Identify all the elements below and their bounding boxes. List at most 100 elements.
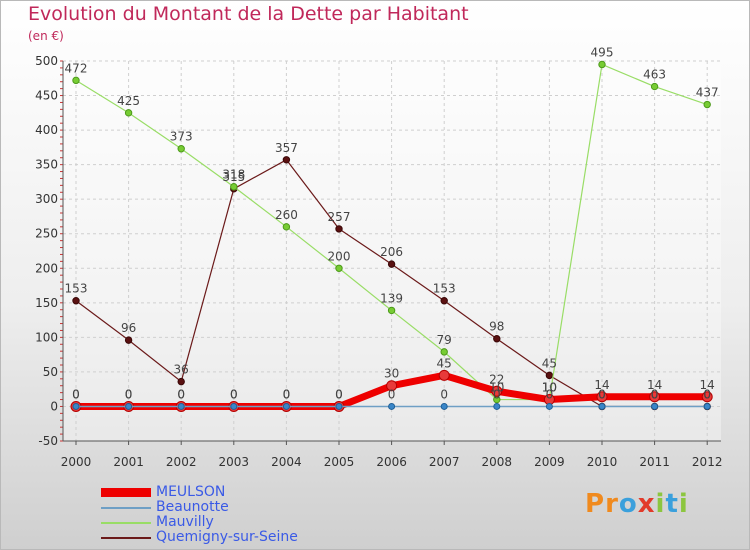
data-point-1 — [125, 402, 133, 410]
legend-label-meulson: MEULSON — [156, 484, 226, 500]
data-point-0 — [491, 385, 503, 397]
x-tick-label: 2000 — [61, 455, 92, 469]
logo-letter: x — [637, 489, 656, 519]
data-label-1: 0 — [493, 387, 501, 401]
data-label-1: 0 — [177, 387, 185, 401]
data-label-2: 318 — [222, 168, 245, 182]
x-tick-label: 2007 — [429, 455, 460, 469]
data-label-2: 425 — [117, 94, 140, 108]
data-label-0: 30 — [384, 367, 399, 381]
x-tick-label: 2006 — [376, 455, 407, 469]
data-label-3: 98 — [489, 320, 504, 334]
x-tick-label: 2011 — [639, 455, 670, 469]
data-label-3: 315 — [222, 170, 245, 184]
logo-letter: i — [655, 489, 666, 519]
logo-letter: P — [585, 489, 606, 519]
data-point-1 — [493, 402, 501, 410]
data-label-1: 0 — [651, 387, 659, 401]
chart-subtitle: (en €) — [28, 29, 64, 43]
data-label-0: 0 — [125, 387, 133, 401]
logo-letter: i — [678, 489, 689, 519]
data-point-1 — [72, 402, 80, 410]
y-tick-label: 400 — [35, 123, 58, 137]
data-label-0: 14 — [647, 378, 662, 392]
data-label-2: 437 — [696, 86, 719, 100]
data-label-0: 14 — [594, 378, 609, 392]
logo-letter: o — [618, 489, 638, 519]
data-point-0 — [386, 380, 398, 392]
data-point-0 — [596, 391, 608, 403]
y-tick-label: -50 — [38, 434, 58, 448]
data-label-2: 10 — [542, 381, 557, 395]
data-label-0: 22 — [489, 372, 504, 386]
x-tick-label: 2012 — [692, 455, 723, 469]
data-point-3 — [124, 336, 133, 344]
logo-letter: t — [665, 489, 679, 519]
y-tick-label: 250 — [35, 227, 58, 241]
data-label-1: 0 — [335, 387, 343, 401]
data-label-2: 472 — [65, 61, 88, 75]
data-point-2 — [650, 82, 659, 91]
y-tick-label: 150 — [35, 296, 58, 310]
data-point-3 — [177, 377, 185, 386]
data-label-1: 0 — [388, 387, 396, 401]
data-label-3: 45 — [542, 356, 557, 370]
data-label-0: 0 — [177, 387, 185, 401]
x-tick-label: 2003 — [219, 455, 250, 469]
data-point-3 — [493, 335, 501, 343]
data-label-1: 0 — [125, 387, 133, 401]
data-point-0 — [701, 391, 713, 403]
data-point-0 — [649, 391, 661, 403]
data-label-3: 0 — [703, 387, 711, 401]
data-point-1 — [440, 402, 448, 410]
data-label-0: 45 — [437, 356, 452, 370]
data-point-3 — [387, 260, 396, 268]
data-label-3: 357 — [275, 141, 298, 155]
data-label-2: 495 — [591, 45, 614, 59]
data-point-3 — [72, 297, 80, 305]
data-point-2 — [177, 145, 185, 153]
data-label-2: 79 — [437, 333, 452, 347]
data-point-1 — [230, 402, 238, 410]
data-point-1 — [545, 402, 553, 410]
data-point-1 — [282, 402, 290, 410]
data-point-2 — [387, 306, 396, 315]
data-label-0: 0 — [230, 387, 238, 401]
data-label-3: 257 — [328, 210, 351, 224]
data-label-2: 10 — [489, 381, 504, 395]
data-point-2 — [230, 183, 238, 191]
data-point-2 — [124, 109, 133, 117]
proxiti-logo: Proxiti — [585, 489, 689, 519]
data-label-3: 96 — [121, 321, 136, 335]
data-label-3: 36 — [174, 363, 189, 377]
data-label-1: 0 — [703, 387, 711, 401]
x-tick-label: 2002 — [166, 455, 197, 469]
data-label-1: 0 — [230, 387, 238, 401]
data-point-1 — [598, 402, 606, 410]
chart-title: Evolution du Montant de la Dette par Hab… — [28, 3, 469, 25]
x-tick-label: 2001 — [113, 455, 144, 469]
y-tick-label: 0 — [50, 399, 58, 413]
data-label-1: 0 — [440, 387, 448, 401]
x-tick-label: 2008 — [482, 455, 513, 469]
data-point-2 — [72, 76, 80, 85]
legend-swatch-beaunotte — [101, 507, 151, 509]
y-tick-label: 350 — [35, 158, 58, 172]
data-point-1 — [388, 402, 396, 410]
data-label-3: 153 — [65, 282, 88, 296]
x-tick-label: 2009 — [534, 455, 565, 469]
y-tick-label: 100 — [35, 330, 58, 344]
data-label-1: 0 — [546, 387, 554, 401]
y-tick-label: 450 — [35, 89, 58, 103]
data-label-3: 0 — [651, 387, 659, 401]
data-point-2 — [282, 223, 291, 231]
data-label-1: 0 — [283, 387, 291, 401]
data-label-3: 0 — [598, 387, 606, 401]
x-tick-label: 2005 — [324, 455, 355, 469]
data-label-2: 373 — [170, 130, 193, 144]
data-point-2 — [598, 60, 606, 69]
data-point-0 — [438, 369, 450, 381]
y-tick-label: 500 — [35, 54, 58, 68]
